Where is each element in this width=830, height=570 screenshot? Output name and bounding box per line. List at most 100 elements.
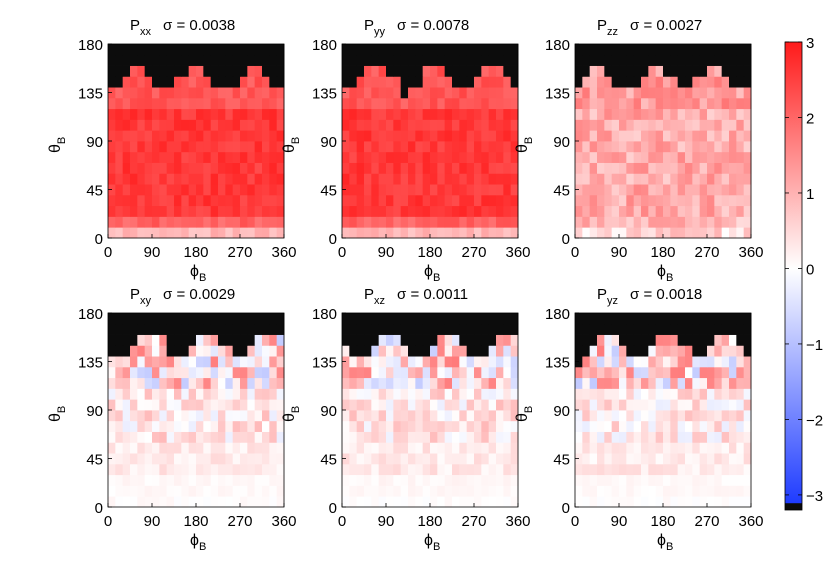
y-tick-label: 0 (329, 500, 337, 517)
heatmap-cell (269, 173, 278, 185)
heatmap-cell (393, 151, 402, 163)
heatmap-cell (269, 463, 278, 476)
heatmap-cell (349, 334, 358, 346)
heatmap-cell (115, 97, 124, 110)
heatmap-cell (210, 366, 219, 379)
heatmap-cell (459, 356, 468, 368)
heatmap-cell (677, 227, 686, 239)
heatmap-cell (349, 44, 358, 56)
heatmap-cell (181, 420, 190, 432)
panel-title: Pxx σ = 0.0038 (130, 17, 235, 38)
heatmap-cell (670, 399, 679, 411)
heatmap-cell (342, 44, 350, 56)
heatmap-cell (144, 485, 153, 497)
heatmap-cell (714, 453, 723, 465)
heatmap-cell (633, 431, 642, 443)
heatmap-cell (276, 173, 285, 185)
heatmap-cell (349, 76, 358, 88)
heatmap-cell (707, 453, 715, 465)
heatmap-cell (196, 388, 204, 400)
heatmap-cell (641, 87, 649, 99)
heatmap-cell (582, 388, 591, 400)
heatmap-cell (589, 474, 598, 486)
heatmap-cell (444, 87, 453, 99)
heatmap-cell (641, 65, 649, 77)
heatmap-cell (159, 345, 168, 357)
heatmap-cell (137, 162, 146, 174)
heatmap-cell (604, 453, 613, 465)
heatmap-cell (736, 334, 745, 346)
heatmap-cell (677, 65, 686, 77)
heatmap-cell (196, 334, 204, 346)
heatmap-cell (611, 173, 620, 185)
heatmap-cell (582, 44, 591, 56)
heatmap-cell (466, 108, 475, 120)
heatmap-cell (240, 97, 248, 110)
heatmap-cell (496, 420, 504, 432)
heatmap-cell (262, 399, 270, 411)
heatmap-cell (496, 65, 504, 77)
heatmap-cell (225, 399, 234, 411)
heatmap-cell (218, 54, 226, 66)
heatmap-cell (459, 44, 468, 56)
heatmap-cell (430, 485, 438, 497)
heatmap-cell (503, 108, 512, 120)
panel-title-sigma: σ = 0.0018 (630, 286, 702, 303)
heatmap-cell (648, 44, 657, 56)
heatmap-cell (736, 399, 745, 411)
heatmap-cell (254, 151, 263, 163)
heatmap-cell (641, 119, 649, 131)
heatmap-cell (364, 474, 372, 486)
heatmap-cell (452, 410, 460, 422)
heatmap-cell (196, 345, 204, 357)
heatmap-cell (196, 205, 204, 217)
heatmap-cell (437, 377, 446, 389)
heatmap-cell (466, 184, 475, 196)
heatmap-cell (210, 496, 219, 508)
heatmap-cell (130, 431, 138, 443)
heatmap-cell (510, 377, 519, 389)
heatmap-cell (415, 474, 424, 486)
heatmap-cell (444, 485, 453, 497)
heatmap-cell (203, 453, 212, 465)
heatmap-cell (378, 173, 387, 185)
heatmap-cell (408, 453, 416, 465)
heatmap-cell (474, 463, 482, 476)
heatmap-cell (597, 420, 605, 432)
heatmap-cell (692, 442, 701, 454)
heatmap-cell (137, 184, 146, 196)
heatmap-cell (589, 410, 598, 422)
heatmap-cell (670, 44, 679, 56)
heatmap-cell (510, 44, 519, 56)
heatmap-cell (589, 76, 598, 88)
heatmap-cell (736, 453, 745, 465)
heatmap-cell (422, 345, 431, 357)
heatmap-cell (466, 474, 475, 486)
heatmap-cell (276, 108, 285, 120)
heatmap-cell (371, 366, 380, 379)
heatmap-cell (474, 323, 482, 335)
heatmap-cell (415, 194, 424, 207)
heatmap-cell (371, 205, 380, 217)
heatmap-cell (144, 194, 153, 207)
heatmap-cell (276, 65, 285, 77)
heatmap-cell (415, 366, 424, 379)
heatmap-cell (721, 151, 730, 163)
heatmap-cell (269, 44, 278, 56)
heatmap-cell (144, 334, 153, 346)
heatmap-cell (648, 356, 657, 368)
heatmap-cell (481, 377, 490, 389)
heatmap-cell (430, 54, 438, 66)
heatmap-cell (130, 119, 138, 131)
heatmap-cell (232, 184, 241, 196)
heatmap-cell (269, 313, 278, 325)
heatmap-cell (597, 44, 605, 56)
heatmap-cell (611, 388, 620, 400)
heatmap-cell (378, 130, 387, 142)
heatmap-cell (356, 463, 365, 476)
heatmap-cell (452, 151, 460, 163)
heatmap-cell (166, 323, 175, 335)
heatmap-cell (122, 420, 131, 432)
heatmap-cell (240, 130, 248, 142)
heatmap-cell (342, 345, 350, 357)
